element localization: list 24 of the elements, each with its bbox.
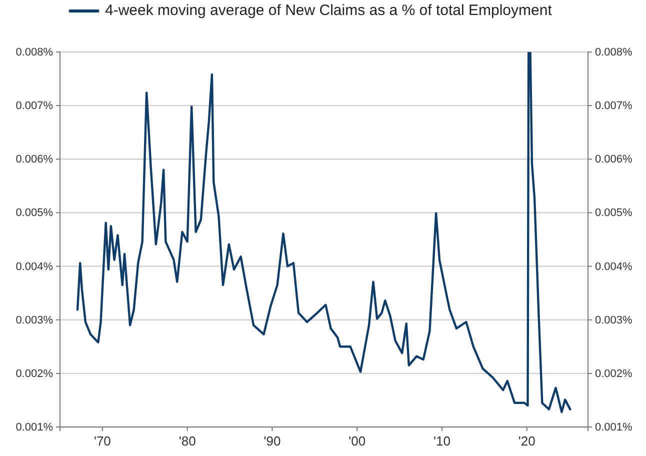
x-tick-label: '70	[94, 434, 111, 449]
x-tick-label: '80	[178, 434, 196, 449]
y-tick-label: 0.005%	[16, 207, 54, 220]
x-tick-label: '00	[348, 434, 366, 449]
y2-tick-label: 0.008%	[595, 46, 633, 59]
y2-tick-label: 0.007%	[595, 100, 633, 112]
x-tick-label: '10	[434, 434, 450, 449]
x-tick-label: '90	[264, 434, 281, 449]
y-tick-label: 0.002%	[16, 368, 54, 380]
line-series	[76, 52, 572, 414]
y2-tick-label: 0.003%	[595, 314, 633, 326]
y-tick-label: 0.003%	[16, 314, 54, 326]
y2-tick-label: 0.004%	[595, 260, 633, 273]
legend-label: 4-week moving average of New Claims as a % of total Employment	[105, 2, 553, 19]
y2-tick-label: 0.005%	[595, 207, 633, 220]
y-tick-label: 0.006%	[16, 154, 54, 166]
y2-tick-label: 0.001%	[595, 422, 633, 434]
y-tick-label: 0.007%	[16, 100, 54, 112]
y-tick-label: 0.001%	[16, 422, 54, 434]
y-tick-label: 0.008%	[16, 46, 54, 59]
x-tick-label: '20	[518, 434, 536, 449]
y2-tick-label: 0.002%	[595, 368, 633, 380]
y2-tick-label: 0.006%	[595, 154, 633, 166]
y-tick-label: 0.004%	[16, 260, 54, 273]
